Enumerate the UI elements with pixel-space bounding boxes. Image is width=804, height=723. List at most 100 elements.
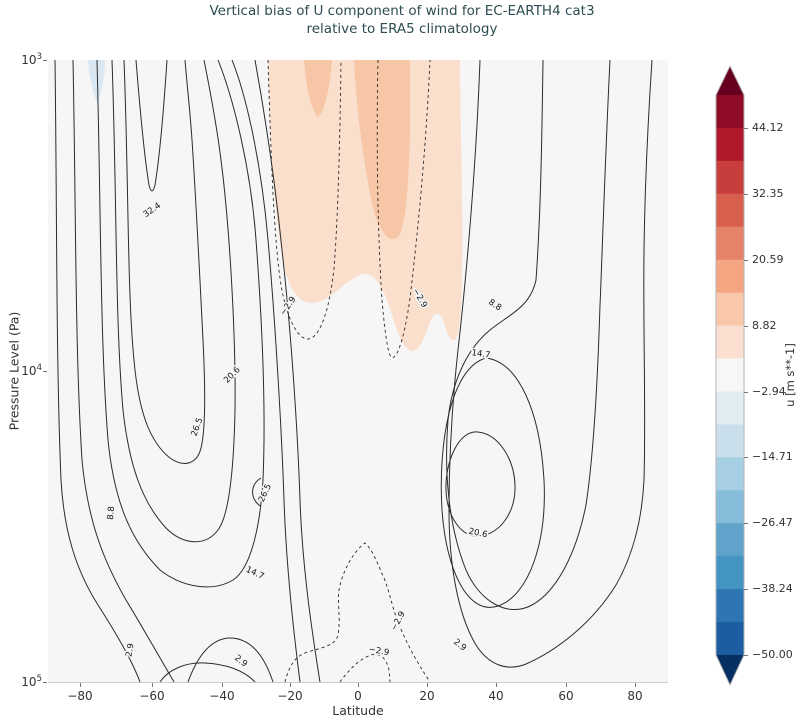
filled-contours [88, 60, 463, 352]
contour-label: 8.8 [486, 298, 503, 314]
contour-26.5-sh-small-loop [252, 477, 262, 507]
contour-label: 20.6 [468, 527, 489, 541]
x-tick-mark [566, 683, 567, 687]
colorbar-segment [716, 391, 744, 426]
colorbar-segment [716, 457, 744, 491]
colorbar-title: u [m s**-1] [783, 343, 797, 407]
contour-label: 2.9 [232, 653, 249, 669]
x-tick-label: 40 [488, 689, 504, 703]
chart-title-line1: Vertical bias of U component of wind for… [209, 3, 595, 19]
y-tick-mark [43, 60, 47, 61]
colorbar-extend-arrow-top [716, 66, 744, 95]
contour-2.9-sh-bowl [159, 662, 256, 682]
x-tick-label: −40 [209, 689, 235, 703]
colorbar-extend-arrow-bottom [716, 655, 744, 685]
y-tick-label: 103 [21, 52, 42, 67]
contour-8.8-nh [446, 60, 611, 610]
colorbar-tick-label: 20.59 [752, 253, 784, 266]
contour-label: 26.5 [257, 483, 274, 504]
positive-bias-fill-dark-lobe1 [304, 60, 332, 117]
colorbar-tick-mark [744, 655, 748, 656]
colorbar-tick-label: 44.12 [752, 121, 784, 134]
contour-label: 14.7 [244, 565, 265, 582]
contour-8.8-sh-left [72, 60, 175, 682]
contour-label: 20.6 [222, 365, 242, 385]
x-tick-label: −80 [67, 689, 93, 703]
contour-label: −2.9 [368, 645, 390, 658]
colorbar-tick-label: −38.24 [752, 582, 793, 595]
colorbar-tick-label: 8.82 [752, 319, 777, 332]
colorbar-tick-mark [744, 326, 748, 327]
x-tick-mark [290, 683, 291, 687]
x-tick-label: 60 [558, 689, 574, 703]
contour-label: 2.9 [451, 637, 468, 653]
colorbar-segment [716, 259, 744, 294]
colorbar-tick-mark [744, 128, 748, 129]
colorbar-tick-label: −50.00 [752, 648, 793, 661]
contour-label: 14.7 [471, 348, 491, 361]
colorbar-tick-mark [744, 589, 748, 590]
contour-2.9-sh-right [254, 60, 321, 682]
colorbar-tick-mark [744, 523, 748, 524]
y-tick-mark [43, 682, 47, 683]
contour-14.7-sh [96, 60, 265, 588]
x-tick-mark [427, 683, 428, 687]
colorbar-tick-label: −2.94 [752, 385, 786, 398]
chart-title: Vertical bias of U component of wind for… [0, 2, 804, 38]
x-tick-mark [152, 683, 153, 687]
x-tick-label: −60 [139, 689, 165, 703]
contour-2.9-sh-left [54, 60, 141, 682]
positive-bias-fill-dark-lobe2 [354, 60, 410, 240]
contour-plot: 32.4−2.9 −2.9 8.820.614.726.526.58.820.614… [54, 60, 653, 682]
x-axis-line [48, 682, 668, 683]
colorbar-tick-mark [744, 260, 748, 261]
chart-title-line2: relative to ERA5 climatology [306, 21, 498, 37]
colorbar-segment [716, 523, 744, 557]
contour-label: −2.9 [278, 295, 298, 318]
positive-bias-fill-light [268, 60, 463, 352]
negative-bias-fill-blue [88, 60, 105, 102]
contour-neg2.9-right-hairpin [376, 60, 431, 358]
colorbar-segment [716, 160, 744, 195]
colorbar-segment [716, 622, 744, 656]
colorbar-segment [716, 193, 744, 228]
x-tick-mark [496, 683, 497, 687]
colorbar-tick-mark [744, 392, 748, 393]
colorbar-segment [716, 325, 744, 360]
colorbar-segment [716, 127, 744, 162]
y-tick-label: 104 [21, 363, 42, 378]
x-tick-mark [635, 683, 636, 687]
colorbar-tick-mark [744, 194, 748, 195]
x-tick-mark [222, 683, 223, 687]
contour-label: 2.9 [124, 643, 136, 658]
contour-32.4-sh [135, 60, 168, 192]
contour-2.9-nh [448, 60, 653, 668]
contour-neg2.9-surface-outer [284, 542, 431, 682]
colorbar-segment [716, 226, 744, 261]
colorbar-tick-label: 32.35 [752, 187, 784, 200]
colorbar-segment [716, 490, 744, 524]
colorbar-segment [716, 95, 744, 129]
colorbar-tick-label: −26.47 [752, 516, 793, 529]
colorbar-segment [716, 424, 744, 458]
x-tick-mark [80, 683, 81, 687]
colorbar-segment [716, 358, 744, 393]
x-tick-mark [358, 683, 359, 687]
contour-8.8-sh-bowl [187, 637, 274, 682]
contour-26.5-sh [123, 60, 206, 464]
contour-label: 8.8 [106, 506, 117, 520]
colorbar [715, 64, 745, 687]
colorbar-tick-label: −14.71 [752, 450, 793, 463]
y-axis-title: Pressure Level (Pa) [6, 311, 22, 431]
colorbar-segment [716, 556, 744, 590]
contour-label: −2.9 [389, 610, 408, 633]
colorbar-tick-mark [744, 457, 748, 458]
y-tick-mark [43, 371, 47, 372]
x-tick-label: 20 [419, 689, 435, 703]
contour-lines-dashed [267, 60, 431, 682]
x-tick-label: 80 [627, 689, 643, 703]
contour-8.8-sh-right [231, 60, 301, 682]
contour-neg2.9-left-hairpin [267, 60, 342, 340]
x-axis-title: Latitude [332, 703, 384, 718]
